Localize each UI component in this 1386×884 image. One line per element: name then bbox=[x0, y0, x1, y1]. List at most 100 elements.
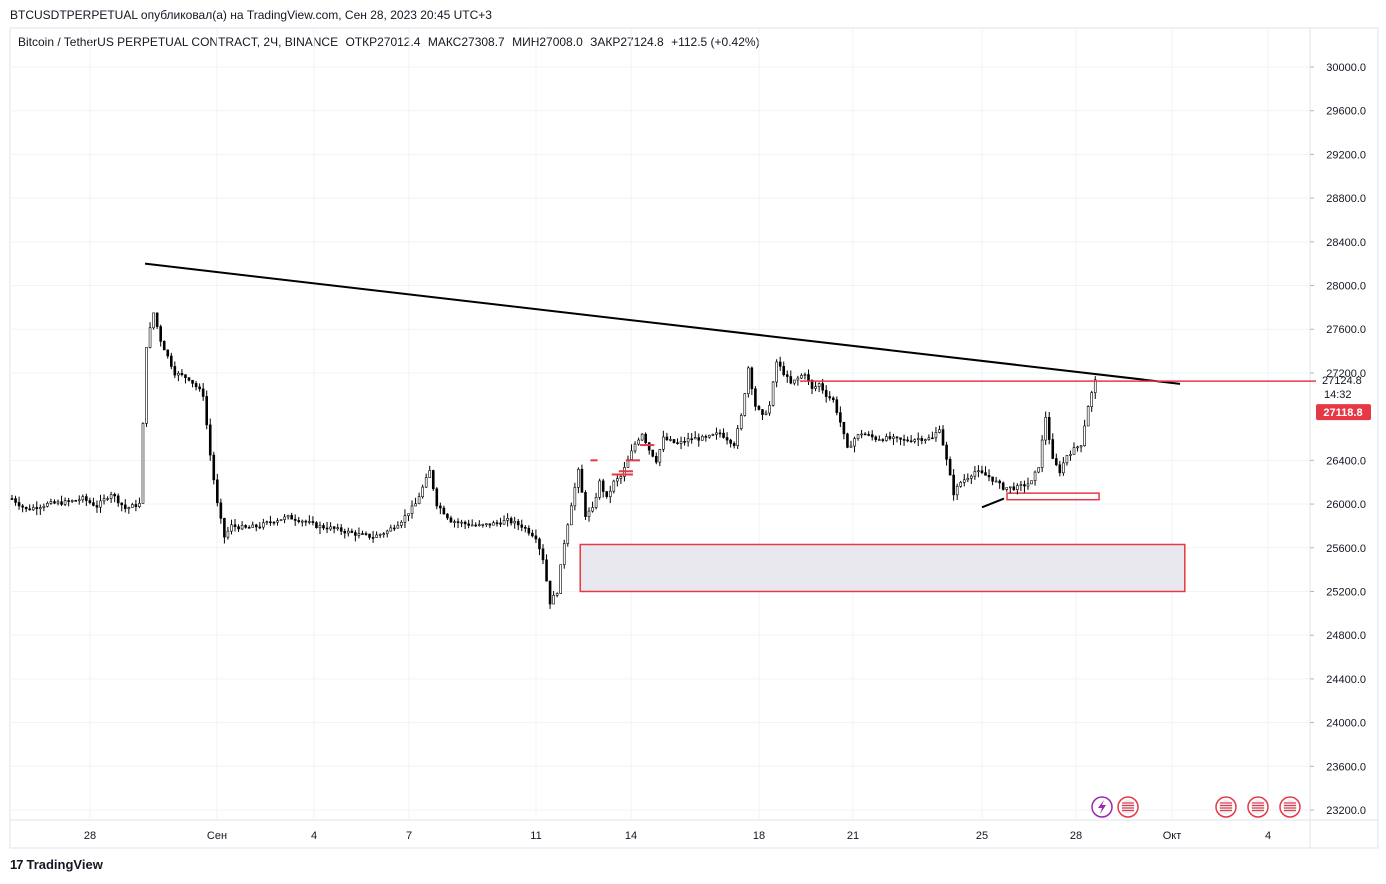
candle bbox=[453, 519, 456, 528]
candle-body bbox=[223, 518, 226, 538]
bar-countdown-label: 14:32 bbox=[1324, 389, 1352, 401]
candle bbox=[601, 478, 605, 498]
candle-body bbox=[534, 535, 538, 540]
candle-body bbox=[870, 434, 874, 438]
candle bbox=[679, 436, 683, 450]
event-markers[interactable] bbox=[1091, 796, 1301, 818]
candle bbox=[152, 312, 155, 330]
symbol-legend[interactable]: Bitcoin / TetherUS PERPETUAL CONTRACT, 2… bbox=[18, 35, 764, 49]
candle bbox=[293, 514, 297, 527]
candle-body bbox=[251, 524, 255, 528]
candle-body bbox=[775, 361, 778, 383]
candle-body bbox=[85, 496, 88, 501]
candle bbox=[28, 504, 32, 511]
candle-body bbox=[201, 388, 205, 397]
candle-body bbox=[400, 521, 403, 526]
candle-body bbox=[867, 434, 870, 436]
lightning-event-icon[interactable] bbox=[1091, 796, 1113, 818]
candle-body bbox=[283, 516, 286, 520]
candle bbox=[442, 505, 446, 515]
candle bbox=[74, 499, 78, 502]
candle-body bbox=[1030, 480, 1033, 485]
candle-body bbox=[244, 525, 247, 528]
candle bbox=[842, 421, 846, 440]
candle bbox=[948, 456, 952, 476]
candle-body bbox=[1090, 392, 1093, 407]
candle bbox=[120, 502, 124, 512]
candle-body bbox=[633, 443, 637, 452]
candle bbox=[14, 495, 17, 506]
candle bbox=[987, 469, 991, 482]
candle bbox=[53, 499, 56, 505]
candle bbox=[778, 356, 782, 371]
candle-body bbox=[513, 521, 516, 524]
candle-body bbox=[810, 379, 814, 389]
candle bbox=[322, 523, 325, 531]
candle-body bbox=[102, 498, 106, 502]
candle-body bbox=[31, 507, 35, 511]
candle-body bbox=[230, 524, 233, 532]
candle bbox=[1072, 442, 1076, 455]
y-tick-label: 28400.0 bbox=[1326, 237, 1366, 249]
candle bbox=[527, 525, 531, 536]
candle-body bbox=[1008, 486, 1012, 489]
candle bbox=[56, 499, 60, 506]
candle-body bbox=[984, 472, 987, 476]
candle-body bbox=[127, 507, 131, 509]
candle bbox=[1005, 487, 1009, 492]
candle-body bbox=[608, 490, 612, 497]
candle bbox=[796, 375, 800, 386]
candle-body bbox=[364, 533, 368, 535]
candle-body bbox=[329, 526, 332, 530]
candle bbox=[488, 523, 492, 529]
candle-body bbox=[824, 389, 828, 397]
flag-icon-fill bbox=[1251, 800, 1265, 814]
candle-body bbox=[665, 436, 669, 441]
candle-body bbox=[1051, 439, 1055, 459]
candle-body bbox=[449, 517, 453, 523]
candle bbox=[251, 521, 255, 528]
candle-body bbox=[853, 438, 856, 447]
candle bbox=[223, 517, 226, 544]
us-flag-event-icon[interactable] bbox=[1117, 796, 1139, 818]
candle-body bbox=[562, 543, 566, 566]
candle bbox=[375, 531, 378, 538]
candle bbox=[290, 512, 293, 520]
brand[interactable]: 17 TradingView bbox=[10, 857, 103, 872]
candle-body bbox=[67, 500, 70, 502]
candle bbox=[962, 474, 966, 487]
candle-body bbox=[934, 432, 938, 439]
candle bbox=[966, 473, 970, 483]
candle bbox=[134, 499, 138, 512]
candle bbox=[407, 513, 410, 522]
candle bbox=[651, 449, 655, 458]
candle-body bbox=[676, 442, 679, 444]
candle-body bbox=[520, 524, 524, 528]
candle-body bbox=[849, 445, 853, 448]
candle-body bbox=[892, 436, 895, 439]
candle bbox=[1065, 454, 1069, 466]
candle-body bbox=[279, 519, 283, 522]
candle bbox=[924, 438, 927, 444]
us-flag-event-icon[interactable] bbox=[1215, 796, 1237, 818]
candle bbox=[10, 494, 14, 500]
candle bbox=[131, 502, 134, 508]
candle-body bbox=[679, 441, 683, 444]
candle-body bbox=[428, 470, 432, 478]
candle-body bbox=[771, 381, 775, 406]
bid-price-label: 27118.8 bbox=[1323, 407, 1362, 419]
candle bbox=[662, 430, 665, 453]
candle bbox=[304, 519, 308, 526]
candle bbox=[63, 497, 67, 506]
ohlc-close: ЗАКР27124.8 bbox=[590, 35, 664, 49]
us-flag-event-icon[interactable] bbox=[1279, 796, 1301, 818]
candle bbox=[421, 484, 424, 499]
bid-price-badge bbox=[1316, 404, 1371, 421]
candle bbox=[1058, 460, 1062, 477]
candle-body bbox=[286, 515, 290, 518]
us-flag-event-icon[interactable] bbox=[1247, 796, 1269, 818]
candle bbox=[1026, 477, 1030, 490]
candle-body bbox=[385, 530, 389, 534]
candle-body bbox=[417, 496, 421, 505]
